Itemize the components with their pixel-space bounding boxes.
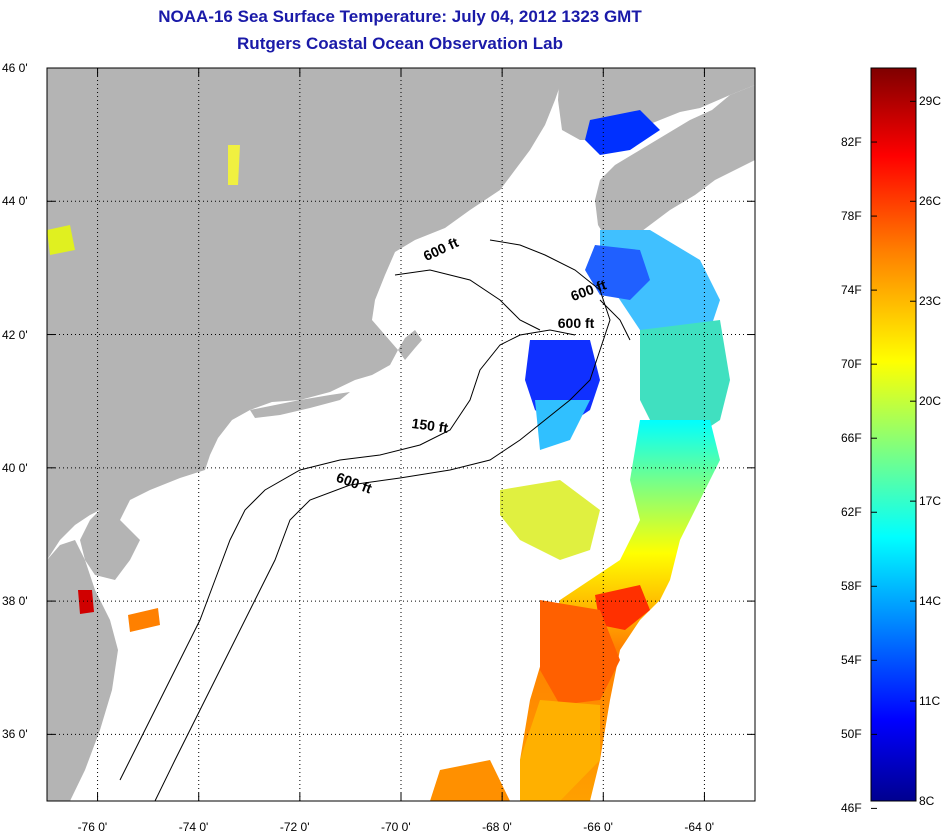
lon-label: -66 0' — [583, 820, 613, 834]
depth-contour-label: 600 ft — [558, 315, 595, 331]
land-us-northeast — [47, 68, 562, 580]
lon-label: -76 0' — [77, 820, 108, 834]
colorbar-label-celsius: 11C — [919, 694, 941, 709]
lon-label: -70 0' — [381, 820, 411, 834]
lat-label: 42 0' — [2, 327, 28, 342]
colorbar-label-fahrenheit: 58F — [841, 579, 862, 594]
depth-contour-label: 150 ft — [411, 415, 450, 436]
colorbar-label-fahrenheit: 50F — [841, 727, 862, 742]
lat-label: 36 0' — [2, 727, 28, 742]
lon-label: -72 0' — [279, 820, 310, 834]
land-delmarva — [47, 540, 118, 801]
map-subtitle: Rutgers Coastal Ocean Observation Lab — [237, 34, 563, 53]
colorbar-label-fahrenheit: 62F — [841, 505, 862, 520]
axis-ticks — [47, 67, 755, 801]
colorbar-label-fahrenheit: 82F — [841, 135, 862, 150]
lat-label: 38 0' — [2, 594, 28, 609]
colorbar-label-celsius: 8C — [919, 794, 935, 808]
colorbar-label-celsius: 26C — [919, 194, 942, 209]
colorbar-label-fahrenheit: 54F — [841, 653, 862, 668]
colorbar-label-fahrenheit: 78F — [841, 209, 862, 224]
sst-data — [47, 110, 730, 801]
lon-label: -74 0' — [178, 820, 209, 834]
colorbar-label-celsius: 23C — [919, 294, 942, 309]
lat-label: 44 0' — [2, 194, 28, 209]
lon-label: -68 0' — [482, 820, 512, 834]
colorbar-label-celsius: 29C — [919, 94, 942, 109]
land-cape-cod — [398, 330, 422, 360]
colorbar-label-fahrenheit: 74F — [841, 283, 862, 298]
colorbar-label-celsius: 14C — [919, 594, 942, 609]
lon-label: -64 0' — [684, 820, 715, 834]
lat-label: 40 0' — [2, 460, 28, 475]
colorbar-label-fahrenheit: 66F — [841, 431, 862, 446]
map-title: NOAA-16 Sea Surface Temperature: July 04… — [158, 7, 642, 26]
colorbar-label-celsius: 20C — [919, 394, 942, 409]
colorbar — [870, 67, 917, 802]
colorbar-label-celsius: 17C — [919, 494, 942, 509]
colorbar-label-fahrenheit: 46F — [841, 801, 862, 816]
lat-label: 46 0' — [2, 61, 28, 75]
colorbar-ticks — [871, 100, 916, 809]
colorbar-label-fahrenheit: 70F — [841, 357, 862, 372]
land-nova-scotia — [595, 85, 755, 245]
depth-contours — [119, 239, 631, 801]
